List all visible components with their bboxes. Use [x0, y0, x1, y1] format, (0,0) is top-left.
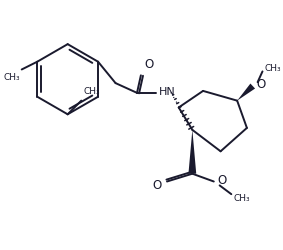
Text: HN: HN [158, 87, 175, 97]
Polygon shape [188, 130, 196, 174]
Text: CH₃: CH₃ [264, 64, 281, 73]
Text: CH₃: CH₃ [83, 87, 100, 96]
Text: CH₃: CH₃ [3, 73, 20, 82]
Text: O: O [218, 174, 227, 187]
Polygon shape [237, 84, 255, 101]
Text: O: O [145, 58, 154, 71]
Text: O: O [152, 179, 161, 192]
Text: CH₃: CH₃ [233, 194, 250, 202]
Text: O: O [257, 78, 266, 90]
